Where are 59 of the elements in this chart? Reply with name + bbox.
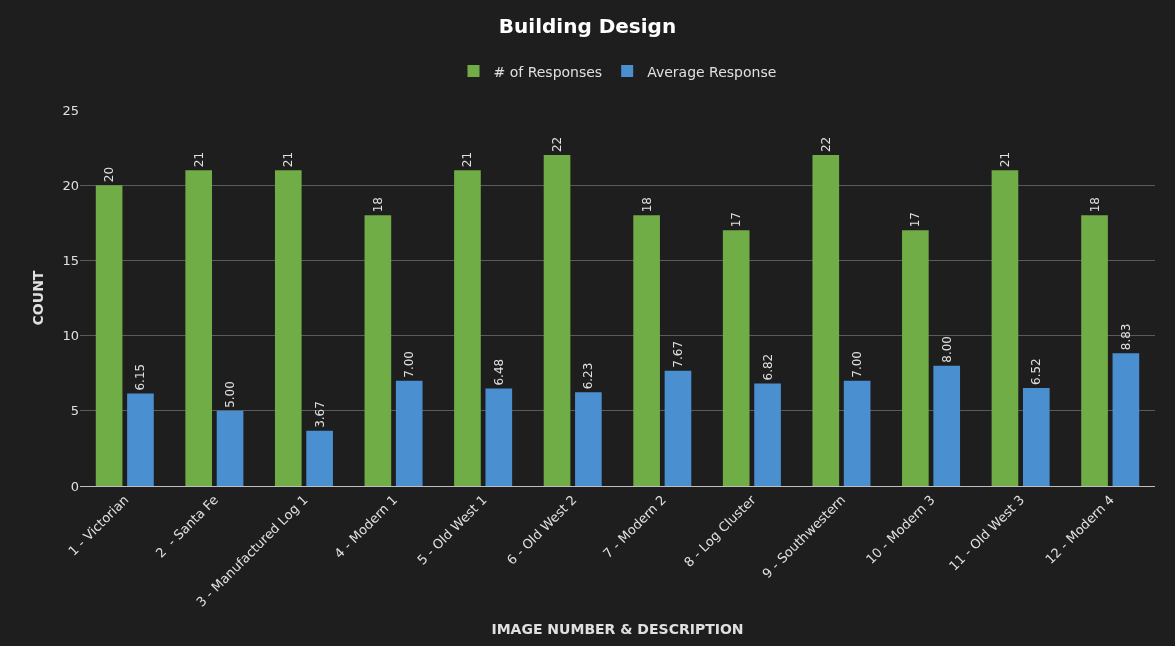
y-tick-label: 15 bbox=[62, 252, 79, 268]
data-label: 21 bbox=[281, 151, 296, 168]
bar bbox=[843, 380, 871, 486]
bar bbox=[364, 215, 392, 486]
y-tick-label: 25 bbox=[62, 102, 79, 118]
data-label: 6.15 bbox=[133, 363, 148, 391]
y-tick-label: 10 bbox=[62, 328, 79, 344]
data-label: 3.67 bbox=[312, 401, 327, 428]
bar bbox=[1081, 215, 1108, 486]
bar bbox=[575, 392, 602, 486]
y-tick-label: 0 bbox=[70, 478, 79, 494]
bar bbox=[991, 170, 1019, 486]
bar bbox=[664, 370, 692, 486]
data-label: 6.48 bbox=[491, 358, 506, 386]
bar bbox=[754, 383, 781, 486]
chart-title: Building Design bbox=[498, 14, 677, 39]
data-label: 8.00 bbox=[939, 336, 954, 363]
bar bbox=[722, 230, 750, 486]
bar bbox=[485, 388, 513, 486]
bar bbox=[216, 410, 244, 486]
data-label: 18 bbox=[370, 197, 385, 213]
bar bbox=[543, 155, 571, 486]
bar bbox=[633, 215, 660, 486]
data-label: 21 bbox=[460, 151, 475, 168]
bar bbox=[933, 365, 961, 486]
y-tick-label: 5 bbox=[70, 403, 79, 419]
bar bbox=[127, 393, 154, 486]
bar bbox=[274, 170, 302, 486]
data-label: 7.67 bbox=[670, 341, 685, 368]
data-label: 6.82 bbox=[760, 353, 775, 381]
data-label: 18 bbox=[1087, 197, 1102, 213]
y-axis-title: COUNT bbox=[30, 270, 47, 326]
bar bbox=[306, 430, 333, 486]
data-label: 22 bbox=[818, 136, 833, 153]
bar bbox=[185, 170, 213, 486]
data-label: 22 bbox=[550, 136, 565, 153]
legend-label: Average Response bbox=[647, 63, 777, 80]
y-tick-label: 20 bbox=[62, 177, 79, 193]
data-label: 7.00 bbox=[850, 351, 865, 378]
data-label: 5.00 bbox=[223, 381, 238, 408]
data-label: 6.52 bbox=[1029, 358, 1044, 385]
x-axis-title: IMAGE NUMBER & DESCRIPTION bbox=[491, 620, 744, 637]
data-label: 7.00 bbox=[402, 351, 417, 378]
data-label: 21 bbox=[997, 151, 1012, 168]
bar bbox=[395, 380, 423, 486]
data-label: 6.23 bbox=[581, 362, 596, 390]
bar bbox=[95, 185, 123, 486]
bar bbox=[1112, 353, 1140, 486]
data-label: 18 bbox=[639, 197, 654, 213]
data-label: 17 bbox=[908, 212, 923, 228]
data-label: 8.83 bbox=[1118, 323, 1133, 351]
legend-label: # of Responses bbox=[493, 63, 603, 80]
bar bbox=[902, 230, 929, 486]
bar bbox=[454, 170, 481, 486]
data-label: 20 bbox=[102, 166, 117, 183]
bar bbox=[1022, 387, 1050, 486]
data-label: 21 bbox=[191, 151, 206, 168]
data-label: 17 bbox=[729, 212, 744, 228]
bar bbox=[812, 155, 840, 486]
